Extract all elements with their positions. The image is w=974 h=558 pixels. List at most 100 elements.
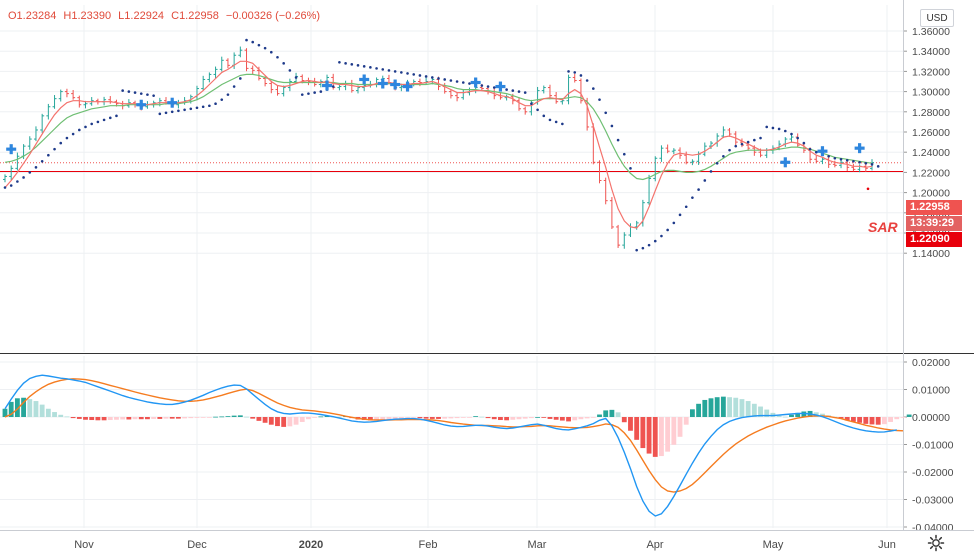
cross-marker-v <box>405 81 410 92</box>
sar-dot <box>666 228 669 232</box>
sar-dot <box>765 125 769 129</box>
currency-button[interactable]: USD <box>920 9 954 27</box>
sar-dot <box>195 106 199 110</box>
histogram-bar <box>70 417 76 419</box>
histogram-bar <box>522 417 528 419</box>
candle <box>77 95 82 108</box>
cross-marker-v <box>170 97 174 108</box>
cross-marker-v <box>381 78 385 89</box>
candle <box>27 136 32 150</box>
x-tick-label: May <box>763 539 784 551</box>
candle <box>15 152 20 171</box>
sar-dot <box>387 69 391 72</box>
histogram-bar <box>510 417 516 420</box>
candle <box>616 224 621 248</box>
candle <box>572 73 577 83</box>
sar-dot <box>554 120 558 124</box>
sar-dot <box>567 70 570 73</box>
sar-dot <box>381 68 385 71</box>
histogram-bar <box>504 417 510 421</box>
cross-marker <box>402 81 413 92</box>
histogram-bar <box>145 417 150 420</box>
histogram-bar <box>677 417 683 437</box>
cross-marker-v <box>498 81 503 92</box>
histogram-bar <box>894 417 900 420</box>
histogram-bar <box>863 417 869 424</box>
candle <box>269 80 274 94</box>
sar-dot <box>3 186 7 189</box>
sar-dot <box>468 82 471 85</box>
candle <box>820 157 825 165</box>
histogram-bar <box>27 399 33 417</box>
sar-dot <box>152 94 155 97</box>
cross-marker <box>167 97 178 108</box>
histogram-bar <box>89 417 95 421</box>
histogram-bar <box>720 396 726 417</box>
sar-dot <box>47 153 50 157</box>
sar-dot <box>16 180 19 183</box>
histogram-bar <box>727 397 732 417</box>
sar-dot <box>622 152 626 156</box>
sar-dot <box>400 71 403 74</box>
histogram-bar <box>392 417 398 419</box>
candle <box>213 66 218 79</box>
sar-dot <box>647 243 651 247</box>
histogram-bar <box>182 417 188 419</box>
parabolic-sar <box>3 38 880 252</box>
sar-dot <box>771 126 775 130</box>
cross-marker <box>359 74 370 85</box>
histogram-bar <box>114 417 119 420</box>
low-value: L1.22924 <box>118 10 165 22</box>
sar-dot <box>406 72 409 75</box>
sar-dot <box>356 64 360 67</box>
sar-dot <box>183 108 186 112</box>
histogram-bar <box>107 417 113 421</box>
cross-marker-v <box>325 80 329 91</box>
histogram-bar <box>460 417 466 418</box>
histogram-bar <box>547 417 553 419</box>
histogram-bar <box>621 417 627 423</box>
histogram-bar <box>287 417 293 427</box>
histogram-bar <box>386 417 392 420</box>
histogram-bar <box>683 417 689 425</box>
cross-marker <box>377 78 388 89</box>
histogram-bar <box>169 417 175 419</box>
histogram-bar <box>194 417 200 418</box>
histogram-bar <box>888 417 893 422</box>
candle <box>207 72 212 83</box>
close-value: C1.22958 <box>171 10 219 22</box>
gear-icon[interactable] <box>926 533 946 553</box>
countdown-tag: 13:39:29 <box>906 216 962 231</box>
sar-dot <box>208 104 211 108</box>
sar-dot <box>90 122 93 126</box>
sar-dot <box>777 127 781 131</box>
sar-dot <box>22 176 25 179</box>
sar-dot <box>344 62 347 65</box>
histogram-bar <box>708 398 714 417</box>
sar-dot <box>616 138 620 142</box>
histogram-bar <box>875 417 881 425</box>
histogram-bar <box>498 417 503 421</box>
sar-dot <box>338 61 341 64</box>
candle <box>40 113 45 133</box>
sar-dot <box>691 196 694 199</box>
sar-dot <box>536 108 539 112</box>
candle <box>225 58 230 69</box>
histogram-bar <box>281 417 287 427</box>
cross-marker <box>136 99 147 110</box>
sar-dot <box>133 91 137 94</box>
sar-dot <box>784 129 787 133</box>
histogram-bar <box>857 417 863 423</box>
candle <box>851 163 856 172</box>
y-tick-label: 1.26000 <box>912 127 950 139</box>
candle <box>58 89 63 102</box>
y-tick-label: 1.22000 <box>912 167 950 179</box>
sar-dot <box>604 111 608 115</box>
sar-dot <box>709 170 713 173</box>
histogram-bar <box>671 417 677 445</box>
candle <box>201 75 206 91</box>
x-tick-label: Apr <box>646 539 663 551</box>
histogram-bar <box>374 417 379 421</box>
